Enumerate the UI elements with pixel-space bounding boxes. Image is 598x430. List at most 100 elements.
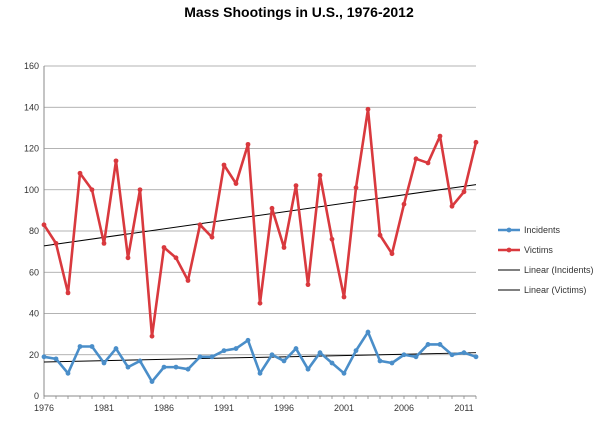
data-point-incidents (365, 329, 371, 335)
data-point-victims (389, 251, 395, 257)
x-tick-label: 2011 (454, 403, 473, 413)
x-tick-label: 2006 (394, 403, 414, 413)
data-point-incidents (305, 366, 311, 372)
data-point-incidents (401, 352, 407, 358)
data-point-incidents (449, 352, 455, 358)
data-point-incidents (461, 350, 467, 356)
data-point-victims (473, 139, 479, 145)
data-point-victims (209, 234, 215, 240)
data-point-incidents (89, 344, 95, 349)
data-point-incidents (389, 360, 395, 366)
data-point-incidents (41, 354, 47, 360)
data-point-victims (173, 255, 179, 261)
legend-label: Victims (524, 245, 553, 255)
data-point-victims (365, 106, 371, 112)
data-point-victims (125, 255, 131, 261)
axis-layer: 0 20 40 60 80 100 120 140 160 1976 1981 1986 1991 199… (24, 61, 477, 413)
data-point-victims (221, 162, 227, 168)
data-point-incidents (413, 354, 419, 360)
data-point-victims (269, 205, 275, 211)
x-tick-label: 1986 (154, 403, 174, 413)
y-tick-label: 140 (24, 102, 39, 112)
y-tick-label: 80 (29, 226, 39, 236)
grid-layer (44, 65, 476, 356)
data-point-victims (329, 236, 335, 242)
data-point-victims (377, 232, 383, 238)
data-point-victims (185, 278, 191, 283)
x-tick-label: 2001 (334, 403, 354, 413)
data-point-incidents (77, 344, 83, 349)
data-point-victims (65, 290, 71, 296)
data-point-incidents (473, 354, 479, 360)
y-tick-label: 60 (29, 267, 39, 277)
data-point-incidents (377, 358, 383, 364)
data-point-victims (245, 141, 251, 147)
data-point-victims (317, 172, 323, 178)
data-point-incidents (233, 346, 239, 351)
data-point-incidents (281, 358, 287, 364)
data-point-victims (41, 222, 47, 228)
data-point-incidents (113, 346, 119, 351)
data-point-victims (149, 333, 155, 339)
data-point-victims (293, 183, 299, 189)
data-point-incidents (209, 354, 215, 360)
data-point-victims (233, 181, 239, 186)
data-point-incidents (341, 370, 347, 376)
data-point-victims (77, 170, 83, 176)
y-tick-label: 120 (24, 144, 39, 154)
data-point-incidents (293, 346, 299, 351)
data-point-victims (425, 160, 431, 166)
data-point-victims (449, 203, 455, 209)
legend-marker (506, 247, 512, 253)
x-tick-label: 1996 (274, 403, 294, 413)
data-point-victims (101, 240, 107, 246)
x-tick-label: 1991 (214, 403, 234, 413)
data-point-incidents (425, 342, 431, 347)
data-point-victims (401, 201, 407, 207)
data-point-incidents (245, 337, 251, 343)
data-point-incidents (197, 354, 203, 360)
data-point-incidents (317, 350, 323, 356)
data-point-incidents (257, 370, 263, 376)
data-point-incidents (101, 360, 107, 366)
data-point-victims (89, 187, 95, 193)
x-tick-label: 1976 (34, 403, 54, 413)
data-point-incidents (269, 352, 275, 358)
data-point-victims (437, 133, 443, 139)
data-point-victims (53, 240, 59, 246)
data-point-incidents (173, 364, 179, 370)
data-point-victims (353, 185, 359, 191)
chart-title: Mass Shootings in U.S., 1976-2012 (184, 4, 414, 20)
data-point-incidents (161, 364, 167, 370)
series-layer (41, 106, 479, 384)
y-tick-label: 160 (24, 61, 39, 71)
legend: Incidents Victims Linear (Incidents) Linear… (498, 225, 594, 295)
x-tick-label: 1981 (94, 403, 114, 413)
data-point-victims (461, 189, 467, 195)
legend-marker (506, 227, 512, 233)
data-point-victims (197, 222, 203, 228)
legend-label: Incidents (524, 225, 561, 235)
data-point-incidents (149, 379, 155, 384)
data-point-incidents (329, 360, 335, 366)
legend-label: Linear (Victims) (524, 285, 586, 295)
data-point-incidents (125, 364, 131, 370)
data-point-victims (281, 245, 287, 250)
data-point-victims (257, 300, 263, 306)
data-point-victims (305, 282, 311, 288)
data-point-victims (113, 158, 119, 164)
data-point-incidents (137, 358, 143, 364)
data-point-incidents (185, 366, 191, 372)
data-point-incidents (353, 348, 359, 354)
data-point-incidents (53, 356, 59, 362)
data-point-incidents (221, 348, 227, 354)
data-point-victims (137, 187, 143, 193)
data-point-victims (161, 245, 167, 250)
y-tick-label: 40 (29, 309, 39, 319)
y-tick-label: 0 (34, 391, 39, 401)
y-tick-label: 20 (29, 350, 39, 360)
data-point-incidents (65, 370, 71, 376)
trendline (43, 184, 477, 247)
data-point-incidents (437, 342, 443, 347)
